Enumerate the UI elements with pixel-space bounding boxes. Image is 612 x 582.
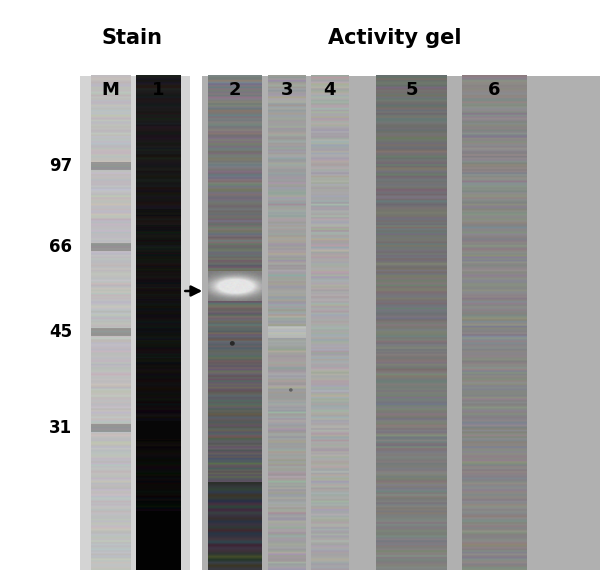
Text: 2: 2 (229, 81, 241, 99)
Circle shape (230, 341, 235, 346)
Text: 1: 1 (152, 81, 165, 99)
Text: 6: 6 (488, 81, 501, 99)
Text: 31: 31 (49, 419, 72, 436)
Bar (202, 76, 600, 570)
Text: Stain: Stain (101, 28, 162, 48)
Text: Activity gel: Activity gel (328, 28, 461, 48)
Text: M: M (102, 81, 119, 99)
Text: 4: 4 (324, 81, 336, 99)
Text: 66: 66 (49, 239, 72, 256)
Circle shape (289, 388, 293, 392)
Text: 97: 97 (49, 157, 72, 175)
Text: 3: 3 (281, 81, 293, 99)
Text: 5: 5 (405, 81, 418, 99)
Bar (80, 76, 190, 570)
Text: 45: 45 (49, 323, 72, 340)
